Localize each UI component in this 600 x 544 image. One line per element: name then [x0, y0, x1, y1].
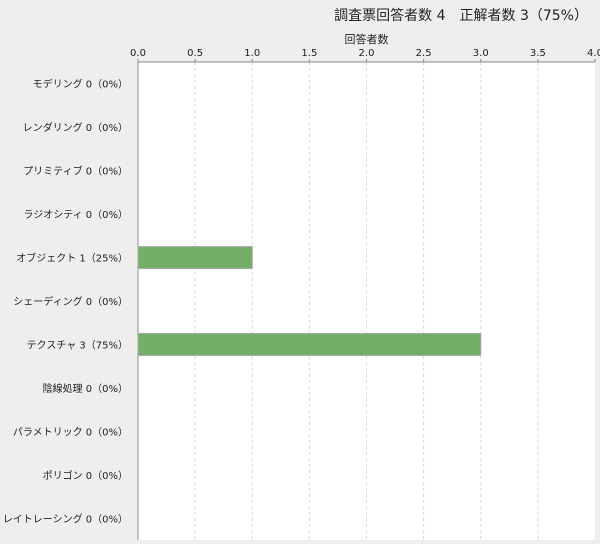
category-label: 陰線処理 0（0%） — [43, 382, 128, 395]
tick-label: 1.0 — [244, 48, 260, 59]
bar — [137, 246, 253, 270]
category-label: ラジオシティ 0（0%） — [23, 209, 128, 221]
tick-label: 1.5 — [301, 48, 317, 59]
tick-label: 2.5 — [416, 48, 432, 59]
x-axis-label: 回答者数 — [344, 33, 389, 46]
category-label: ポリゴン 0（0%） — [43, 469, 128, 482]
category-label: パラメトリック 0（0%） — [13, 426, 128, 438]
tick-label: 4.0 — [587, 48, 600, 59]
category-label: レイトレーシング 0（0%） — [3, 512, 128, 525]
category-label: モデリング 0（0%） — [33, 78, 128, 91]
tick-label: 2.0 — [359, 48, 375, 59]
chart-title: 調査票回答者数 4 正解者数 3（75%） — [334, 8, 588, 24]
tick-label: 3.0 — [473, 48, 489, 59]
plot-area — [138, 62, 595, 540]
category-label: プリミティブ 0（0%） — [23, 165, 128, 178]
category-label: オブジェクト 1（25%） — [16, 252, 128, 265]
tick-label: 0.0 — [130, 48, 146, 59]
category-label: レンダリング 0（0%） — [23, 121, 128, 134]
category-label: シェーディング 0（0%） — [13, 295, 128, 308]
tick-label: 3.5 — [530, 48, 546, 59]
tick-label: 0.5 — [187, 48, 203, 59]
bar — [137, 332, 482, 356]
category-label: テクスチャ 3（75%） — [27, 339, 128, 351]
